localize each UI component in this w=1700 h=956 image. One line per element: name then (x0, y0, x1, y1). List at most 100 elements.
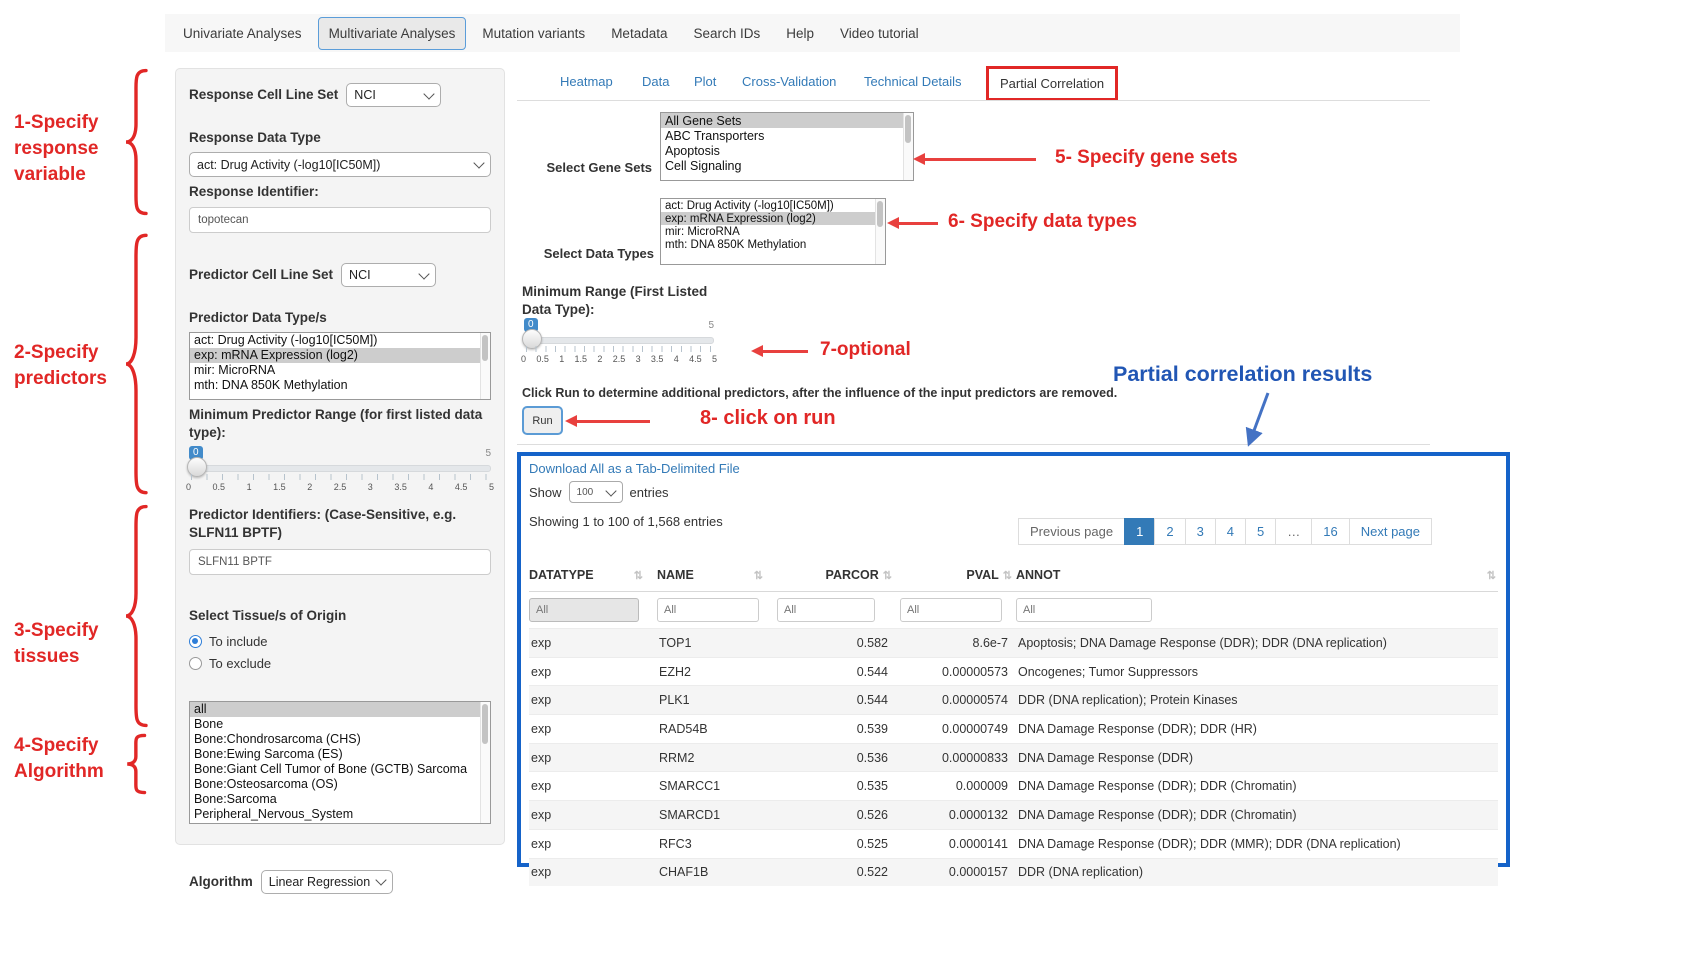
sort-icon[interactable]: ⇅ (1003, 569, 1012, 582)
listbox-option[interactable]: mir: MicroRNA (190, 363, 490, 378)
page-length-select[interactable]: 100 (569, 481, 623, 503)
column-header-datatype[interactable]: DATATYPE⇅ (529, 568, 657, 582)
listbox-option[interactable]: Bone:Chondrosarcoma (CHS) (190, 732, 490, 747)
predictor-cell-line-set-select[interactable]: NCI (341, 263, 436, 287)
nav-multivariate-analyses[interactable]: Multivariate Analyses (318, 17, 467, 50)
page-button-4[interactable]: 4 (1215, 518, 1246, 545)
listbox-option[interactable]: mth: DNA 850K Methylation (661, 238, 885, 251)
algorithm-label: Algorithm (189, 873, 253, 891)
scrollbar-thumb[interactable] (877, 201, 883, 227)
listbox-option[interactable]: exp: mRNA Expression (log2) (190, 348, 490, 363)
response-identifier-label: Response Identifier: (189, 183, 491, 201)
tab-technical-details[interactable]: Technical Details (864, 74, 962, 89)
previous-page-button[interactable]: Previous page (1018, 518, 1125, 545)
filter-datatype[interactable] (529, 598, 639, 622)
sort-icon[interactable]: ⇅ (754, 569, 763, 582)
listbox-option[interactable]: mir: MicroRNA (661, 225, 885, 238)
nav-metadata[interactable]: Metadata (601, 18, 677, 49)
filter-pval[interactable] (900, 598, 1002, 622)
filter-name[interactable] (657, 598, 759, 622)
radio-to-exclude[interactable]: To exclude (189, 656, 491, 671)
predictor-identifiers-input[interactable] (189, 549, 491, 575)
scrollbar[interactable] (875, 199, 885, 264)
min-predictor-range-slider: 0 5 00.511.522.533.544.55 (189, 446, 491, 496)
sort-icon[interactable]: ⇅ (883, 569, 892, 582)
scrollbar[interactable] (903, 113, 913, 180)
listbox-option[interactable]: Bone:Ewing Sarcoma (ES) (190, 747, 490, 762)
pagination: Previous page 1 2 3 4 5 … 16 Next page (1019, 518, 1432, 545)
scrollbar[interactable] (480, 702, 490, 823)
annotation-step3: 3-Specifytissues (14, 618, 98, 670)
response-data-type-label: Response Data Type (189, 129, 491, 147)
tab-data[interactable]: Data (642, 74, 669, 89)
listbox-option[interactable]: exp: mRNA Expression (log2) (661, 212, 885, 225)
response-cell-line-set-select[interactable]: NCI (346, 83, 441, 107)
listbox-option[interactable]: ABC Transporters (661, 128, 913, 143)
results-table: DATATYPE⇅ NAME⇅ PARCOR⇅ PVAL⇅ ANNOT⇅ exp… (529, 559, 1498, 886)
response-data-type-select[interactable]: act: Drug Activity (-log10[IC50M]) (189, 152, 491, 177)
listbox-option[interactable]: Bone:Osteosarcoma (OS) (190, 777, 490, 792)
listbox-option[interactable]: mth: DNA 850K Methylation (190, 378, 490, 393)
entries-label: entries (630, 485, 669, 500)
algorithm-select[interactable]: Linear Regression (261, 870, 393, 894)
response-cell-line-set-label: Response Cell Line Set (189, 86, 338, 104)
scrollbar-thumb[interactable] (482, 704, 488, 744)
page-button-2[interactable]: 2 (1154, 518, 1185, 545)
input-sidebar: Response Cell Line Set NCI Response Data… (175, 68, 505, 845)
column-header-parcor[interactable]: PARCOR⇅ (777, 568, 892, 582)
scrollbar[interactable] (480, 333, 490, 399)
slider-track[interactable] (524, 337, 714, 344)
scrollbar-thumb[interactable] (905, 115, 911, 143)
listbox-option[interactable]: act: Drug Activity (-log10[IC50M]) (190, 333, 490, 348)
page-button-16[interactable]: 16 (1311, 518, 1349, 545)
tab-cross-validation[interactable]: Cross-Validation (742, 74, 836, 89)
download-all-link[interactable]: Download All as a Tab-Delimited File (529, 461, 1498, 476)
table-row: expEZH20.5440.00000573Oncogenes; Tumor S… (529, 657, 1498, 686)
radio-to-include[interactable]: To include (189, 634, 491, 649)
sort-icon[interactable]: ⇅ (1487, 569, 1496, 582)
radio-icon (189, 657, 202, 670)
annotation-step5: 5- Specify gene sets (1055, 147, 1238, 169)
nav-video-tutorial[interactable]: Video tutorial (830, 18, 929, 49)
gene-sets-listbox: All Gene Sets ABC Transporters Apoptosis… (660, 112, 914, 181)
tab-plot[interactable]: Plot (694, 74, 716, 89)
page-button-5[interactable]: 5 (1245, 518, 1276, 545)
listbox-option[interactable]: all (190, 702, 490, 717)
listbox-option[interactable]: Bone (190, 717, 490, 732)
listbox-option[interactable]: Peripheral_Nervous_System (190, 807, 490, 822)
filter-annot[interactable] (1016, 598, 1152, 622)
listbox-option[interactable]: Apoptosis (661, 143, 913, 158)
slider-track[interactable] (189, 465, 491, 472)
predictor-data-types-listbox: act: Drug Activity (-log10[IC50M]) exp: … (189, 332, 491, 400)
nav-help[interactable]: Help (776, 18, 824, 49)
nav-mutation-variants[interactable]: Mutation variants (472, 18, 595, 49)
page-button-1[interactable]: 1 (1124, 518, 1155, 545)
filter-parcor[interactable] (777, 598, 875, 622)
column-header-annot[interactable]: ANNOT⇅ (1012, 568, 1498, 582)
tissues-listbox: all Bone Bone:Chondrosarcoma (CHS) Bone:… (189, 701, 491, 824)
red-brace-icon (120, 230, 150, 498)
listbox-option[interactable]: Cell Signaling (661, 158, 913, 173)
nav-search-ids[interactable]: Search IDs (683, 18, 770, 49)
nav-univariate-analyses[interactable]: Univariate Analyses (173, 18, 312, 49)
table-row: expSMARCC10.5350.000009DNA Damage Respon… (529, 771, 1498, 800)
tab-partial-correlation[interactable]: Partial Correlation (986, 66, 1118, 101)
sort-icon[interactable]: ⇅ (634, 569, 643, 582)
column-header-name[interactable]: NAME⇅ (657, 568, 777, 582)
tab-heatmap[interactable]: Heatmap (560, 74, 613, 89)
scrollbar-thumb[interactable] (482, 335, 488, 361)
listbox-option[interactable]: Bone:Giant Cell Tumor of Bone (GCTB) Sar… (190, 762, 490, 777)
listbox-option[interactable]: All Gene Sets (661, 113, 913, 128)
annotation-step8: 8- click on run (700, 407, 836, 430)
red-brace-icon (120, 66, 150, 218)
run-button[interactable]: Run (522, 406, 563, 435)
listbox-option[interactable]: Bone:Sarcoma (190, 792, 490, 807)
next-page-button[interactable]: Next page (1349, 518, 1432, 545)
tissues-label: Select Tissue/s of Origin (189, 607, 491, 625)
predictor-cell-line-set-label: Predictor Cell Line Set (189, 266, 333, 284)
listbox-option[interactable]: act: Drug Activity (-log10[IC50M]) (661, 199, 885, 212)
response-identifier-input[interactable] (189, 207, 491, 233)
column-header-pval[interactable]: PVAL⇅ (892, 568, 1012, 582)
page-button-3[interactable]: 3 (1185, 518, 1216, 545)
page: Univariate Analyses Multivariate Analyse… (0, 0, 1700, 956)
